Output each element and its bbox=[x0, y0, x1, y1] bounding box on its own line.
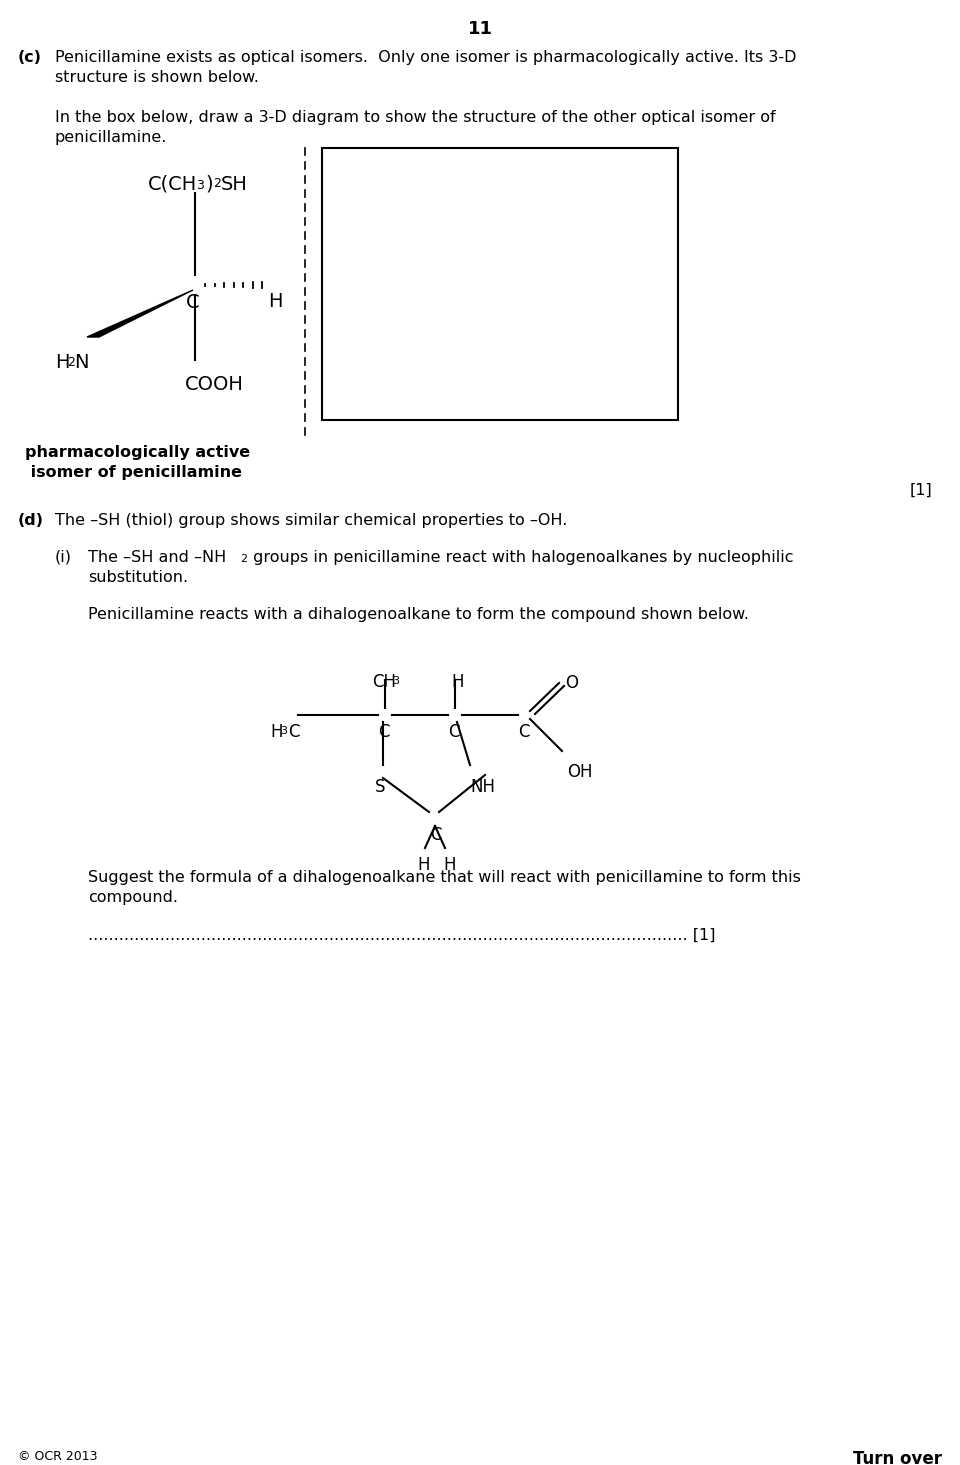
Text: In the box below, draw a 3-D diagram to show the structure of the other optical : In the box below, draw a 3-D diagram to … bbox=[55, 110, 776, 125]
Text: 3: 3 bbox=[196, 179, 204, 192]
Text: C: C bbox=[186, 293, 200, 312]
Text: CH: CH bbox=[372, 672, 396, 691]
Text: 11: 11 bbox=[468, 21, 492, 38]
Text: C: C bbox=[288, 724, 300, 741]
Text: NH: NH bbox=[470, 778, 495, 795]
Text: (c): (c) bbox=[18, 50, 42, 64]
Text: compound.: compound. bbox=[88, 891, 178, 905]
Text: 2: 2 bbox=[213, 177, 221, 190]
Text: structure is shown below.: structure is shown below. bbox=[55, 70, 259, 85]
Text: pharmacologically active: pharmacologically active bbox=[25, 445, 251, 460]
Text: COOH: COOH bbox=[185, 375, 244, 394]
Text: H: H bbox=[417, 856, 429, 875]
Text: The –SH (thiol) group shows similar chemical properties to –OH.: The –SH (thiol) group shows similar chem… bbox=[55, 513, 567, 527]
Text: H: H bbox=[270, 724, 282, 741]
Text: The –SH and –NH: The –SH and –NH bbox=[88, 549, 227, 565]
Text: ................................................................................: ........................................… bbox=[88, 927, 715, 943]
Text: isomer of penicillamine: isomer of penicillamine bbox=[25, 464, 242, 481]
Text: substitution.: substitution. bbox=[88, 570, 188, 585]
Text: SH: SH bbox=[221, 174, 248, 193]
Text: Penicillamine exists as optical isomers.  Only one isomer is pharmacologically a: Penicillamine exists as optical isomers.… bbox=[55, 50, 797, 64]
Text: OH: OH bbox=[567, 763, 592, 781]
Text: S: S bbox=[375, 778, 386, 795]
Text: Turn over: Turn over bbox=[853, 1450, 942, 1465]
Text: (d): (d) bbox=[18, 513, 44, 527]
Text: (i): (i) bbox=[55, 549, 72, 565]
Text: H: H bbox=[443, 856, 455, 875]
Text: groups in penicillamine react with halogenoalkanes by nucleophilic: groups in penicillamine react with halog… bbox=[248, 549, 794, 565]
Bar bbox=[322, 148, 678, 420]
Text: 2: 2 bbox=[240, 554, 247, 564]
Polygon shape bbox=[87, 290, 193, 337]
Text: C: C bbox=[518, 724, 530, 741]
Text: O: O bbox=[565, 674, 578, 691]
Text: C(CH: C(CH bbox=[148, 174, 197, 193]
Text: C: C bbox=[378, 724, 390, 741]
Text: 3: 3 bbox=[280, 727, 287, 735]
Text: 2: 2 bbox=[67, 356, 75, 369]
Text: ): ) bbox=[205, 174, 212, 193]
Text: H: H bbox=[55, 353, 69, 372]
Text: [1]: [1] bbox=[909, 483, 932, 498]
Text: Suggest the formula of a dihalogenoalkane that will react with penicillamine to : Suggest the formula of a dihalogenoalkan… bbox=[88, 870, 801, 885]
Text: Penicillamine reacts with a dihalogenoalkane to form the compound shown below.: Penicillamine reacts with a dihalogenoal… bbox=[88, 607, 749, 623]
Text: H: H bbox=[268, 292, 282, 311]
Text: C: C bbox=[448, 724, 460, 741]
Text: penicillamine.: penicillamine. bbox=[55, 130, 167, 145]
Text: 3: 3 bbox=[392, 675, 399, 686]
Text: C: C bbox=[430, 826, 442, 844]
Text: N: N bbox=[74, 353, 88, 372]
Text: H: H bbox=[451, 672, 464, 691]
Text: © OCR 2013: © OCR 2013 bbox=[18, 1450, 98, 1464]
